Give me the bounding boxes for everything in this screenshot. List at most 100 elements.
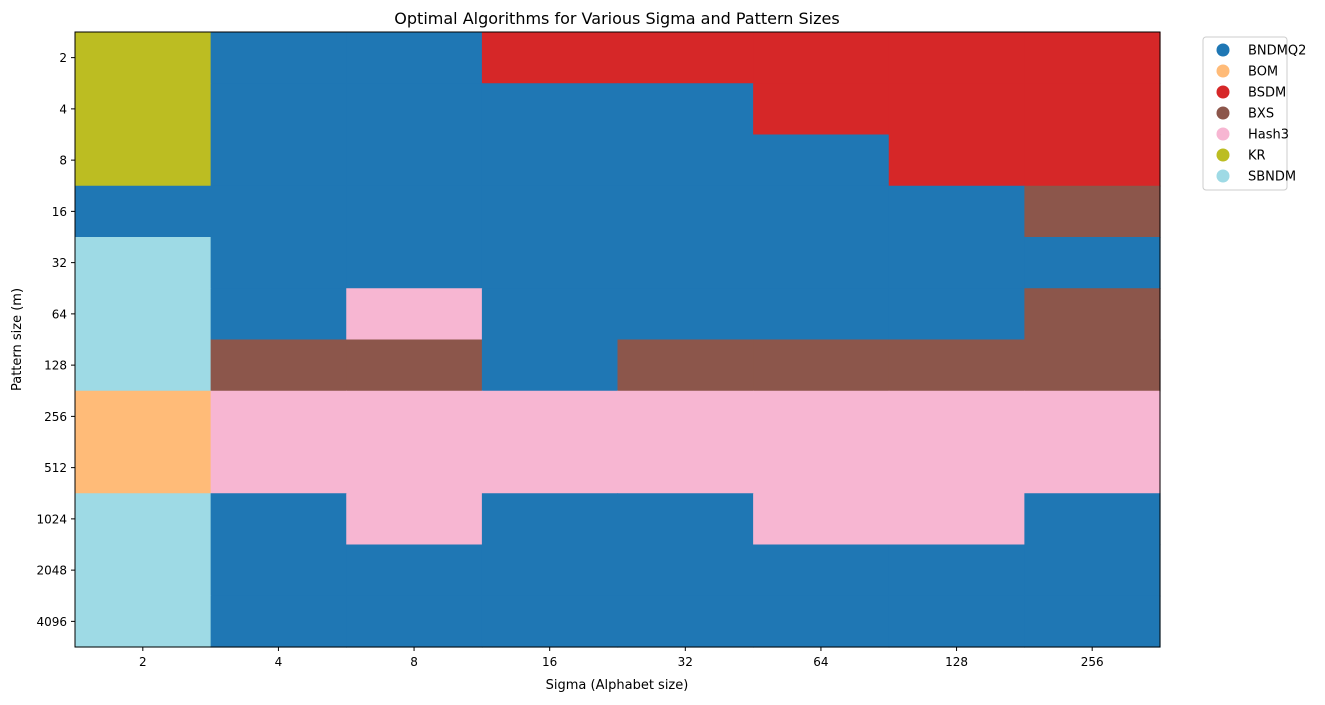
- heatmap-cell: [888, 442, 1025, 494]
- heatmap-cell: [888, 237, 1025, 289]
- heatmap-cell: [617, 134, 754, 187]
- x-tick-label: 8: [410, 655, 418, 669]
- heatmap-cell: [888, 390, 1025, 443]
- legend-label: BOM: [1248, 65, 1278, 80]
- heatmap-cell: [617, 339, 754, 392]
- heatmap-cell: [481, 339, 619, 392]
- heatmap-cell: [753, 185, 890, 238]
- legend-marker: [1216, 127, 1230, 141]
- heatmap-cell: [346, 442, 483, 494]
- heatmap-cell: [1024, 32, 1161, 84]
- legend-label: SBNDM: [1248, 170, 1296, 185]
- heatmap-cell: [75, 134, 212, 187]
- heatmap-cell: [346, 185, 483, 238]
- heatmap-cell: [75, 339, 212, 392]
- heatmap-cell: [1024, 544, 1161, 597]
- heatmap-cell: [753, 83, 890, 136]
- heatmap-cell: [753, 288, 890, 341]
- heatmap-cell: [210, 442, 347, 494]
- heatmap-cell: [1024, 339, 1161, 392]
- heatmap-cell: [888, 134, 1025, 187]
- y-tick-label: 512: [44, 461, 67, 475]
- heatmap-cell: [1024, 185, 1161, 238]
- y-tick-label: 2: [59, 51, 67, 65]
- heatmap-cell: [346, 493, 483, 546]
- heatmap-cell: [210, 390, 347, 443]
- heatmap-cell: [888, 288, 1025, 341]
- heatmap-cell: [753, 339, 890, 392]
- heatmap-cell: [210, 288, 347, 341]
- heatmap-cell: [210, 185, 347, 238]
- heatmap-cell: [481, 390, 619, 443]
- heatmap-cell: [210, 134, 347, 187]
- legend-frame: [1202, 36, 1288, 191]
- heatmap-cell: [481, 442, 619, 494]
- heatmap-cell: [481, 32, 619, 84]
- heatmap-cell: [210, 83, 347, 136]
- heatmap-cell: [346, 390, 483, 443]
- heatmap-cell: [1024, 83, 1161, 136]
- heatmap-cell: [617, 390, 754, 443]
- heatmap-cell: [210, 339, 347, 392]
- heatmap-cell: [1024, 595, 1161, 648]
- heatmap-cell: [617, 32, 754, 84]
- legend-label: KR: [1248, 149, 1266, 164]
- x-tick-label: 64: [813, 655, 828, 669]
- heatmap-cell: [1024, 134, 1161, 187]
- y-tick-label: 64: [52, 307, 67, 321]
- heatmap-cell: [753, 595, 890, 648]
- heatmap-cell: [753, 390, 890, 443]
- heatmap-cell: [753, 134, 890, 187]
- heatmap-cells: [75, 32, 1161, 648]
- heatmap-cell: [1024, 288, 1161, 341]
- x-axis-label: Sigma (Alphabet size): [546, 678, 689, 693]
- y-tick-label: 4: [59, 102, 67, 116]
- heatmap-cell: [753, 493, 890, 546]
- y-tick-label: 1024: [36, 512, 67, 526]
- heatmap-cell: [888, 544, 1025, 597]
- heatmap-cell: [1024, 493, 1161, 546]
- y-axis: 2 4 8 16 32 64 128 256 512 1024 2048 4096: [36, 51, 75, 629]
- x-tick-label: 16: [542, 655, 557, 669]
- legend-label: BSDM: [1248, 86, 1286, 101]
- heatmap-cell: [346, 237, 483, 289]
- heatmap-cell: [753, 32, 890, 84]
- heatmap-cell: [346, 288, 483, 341]
- x-tick-label: 256: [1081, 655, 1104, 669]
- x-tick-label: 128: [945, 655, 968, 669]
- y-tick-label: 4096: [36, 615, 67, 629]
- legend-marker: [1216, 148, 1230, 162]
- heatmap-cell: [617, 83, 754, 136]
- legend-marker: [1216, 43, 1230, 57]
- heatmap-cell: [75, 595, 212, 648]
- heatmap-cell: [617, 288, 754, 341]
- heatmap-cell: [1024, 237, 1161, 289]
- heatmap-cell: [617, 544, 754, 597]
- heatmap-cell: [617, 185, 754, 238]
- heatmap-cell: [75, 442, 212, 494]
- y-tick-label: 8: [59, 154, 67, 168]
- heatmap-cell: [75, 237, 212, 289]
- heatmap-cell: [75, 32, 212, 84]
- heatmap-cell: [617, 237, 754, 289]
- heatmap-cell: [481, 493, 619, 546]
- plot-frame: [74, 31, 1161, 648]
- heatmap-cell: [617, 493, 754, 546]
- y-tick-label: 2048: [36, 564, 67, 578]
- legend-marker: [1216, 64, 1230, 78]
- y-tick-label: 16: [52, 205, 67, 219]
- heatmap-cell: [346, 544, 483, 597]
- heatmap-cell: [75, 390, 212, 443]
- heatmap-cell: [888, 339, 1025, 392]
- legend-label: BXS: [1248, 107, 1274, 122]
- heatmap-cell: [75, 185, 212, 238]
- heatmap-cell: [75, 83, 212, 136]
- y-tick-label: 128: [44, 359, 67, 373]
- heatmap-cell: [481, 288, 619, 341]
- chart-title: Optimal Algorithms for Various Sigma and…: [394, 9, 839, 28]
- heatmap-cell: [210, 32, 347, 84]
- heatmap-cell: [481, 83, 619, 136]
- x-tick-label: 2: [139, 655, 147, 669]
- legend-marker: [1216, 169, 1230, 183]
